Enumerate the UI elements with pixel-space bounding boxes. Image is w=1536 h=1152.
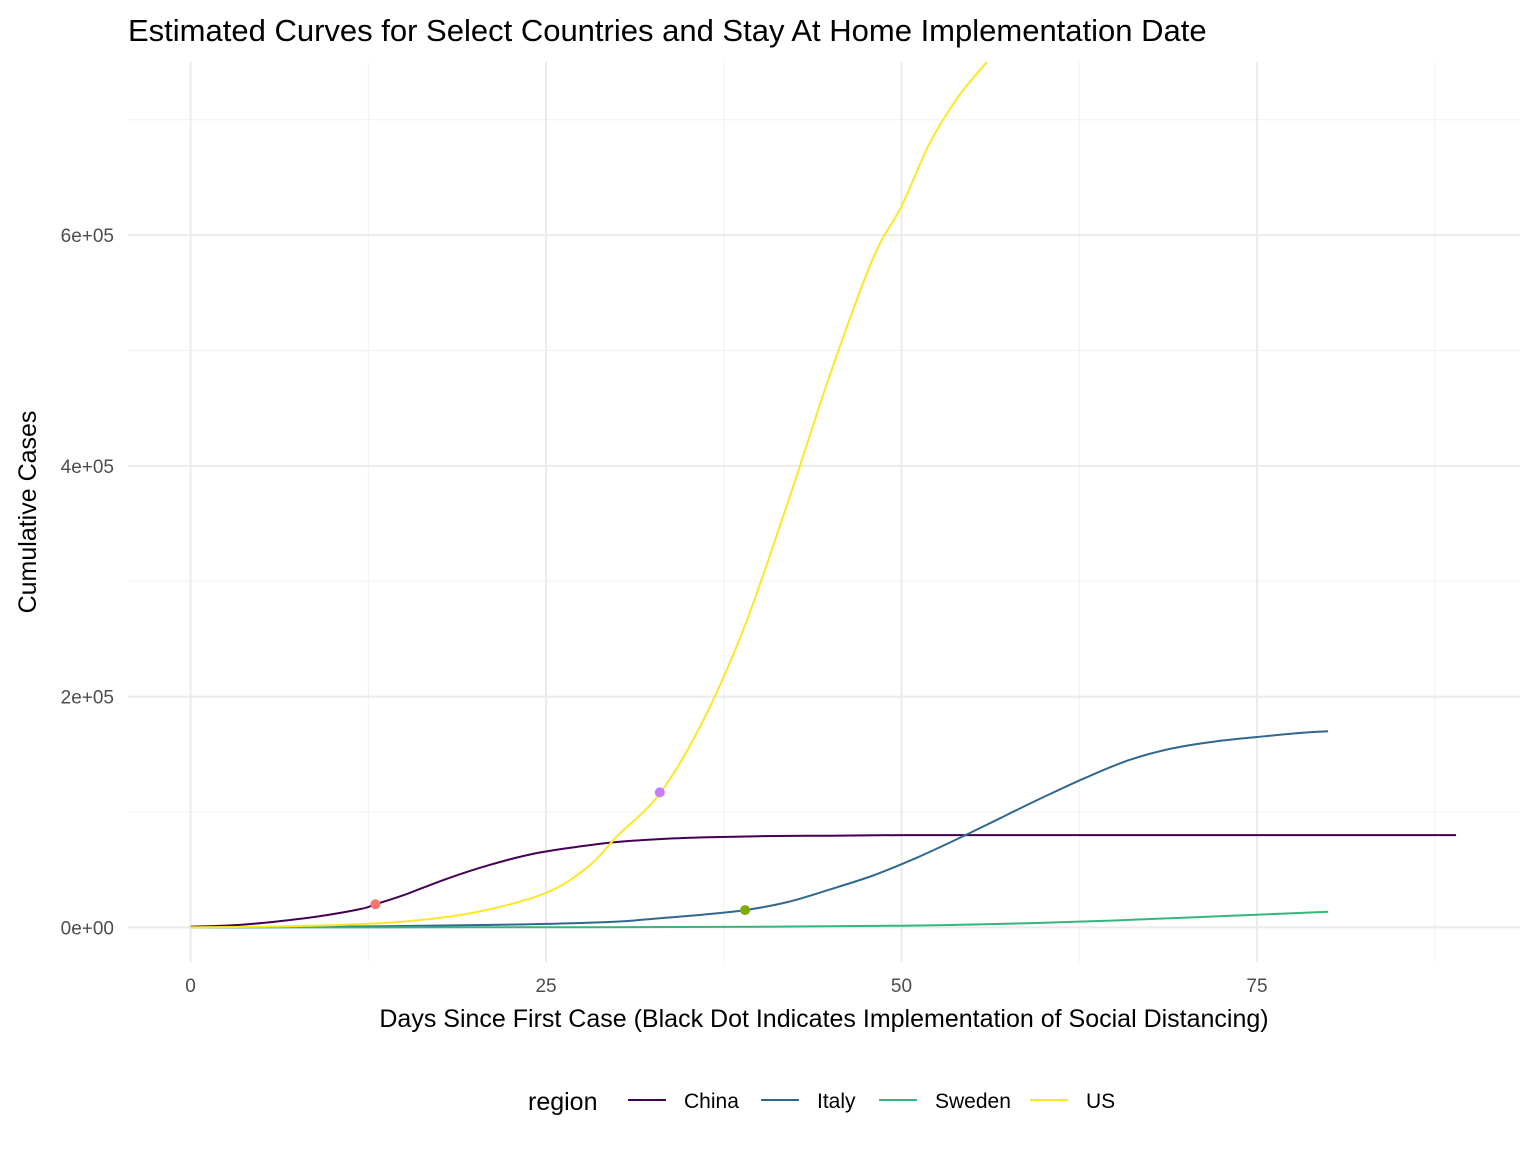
legend-items: China Italy Sweden US [628,1090,1115,1113]
legend-label-china: China [684,1090,739,1113]
y-tick-label: 6e+05 [61,226,114,247]
x-tick-labels: 0 25 50 75 [185,976,1267,997]
grid-major [128,62,1520,962]
legend: region China Italy Sweden US [528,1088,1115,1116]
legend-label-italy: Italy [817,1090,856,1113]
legend-item-china: China [628,1090,739,1113]
series-line-china [190,834,1456,928]
y-tick-label: 0e+00 [61,918,114,939]
legend-item-us: US [1030,1090,1115,1113]
x-axis-title: Days Since First Case (Black Dot Indicat… [379,1005,1268,1033]
points-layer [370,787,751,916]
x-tick-label: 50 [891,976,912,997]
x-tick-label: 0 [185,976,196,997]
legend-label-us: US [1086,1090,1115,1113]
y-tick-labels: 0e+00 2e+05 4e+05 6e+05 [61,226,114,939]
implementation-point [654,787,665,798]
implementation-point [740,905,751,916]
x-tick-label: 75 [1246,976,1267,997]
series-line-sweden [190,910,1329,929]
chart-title: Estimated Curves for Select Countries an… [128,13,1207,48]
implementation-point [370,899,381,910]
y-tick-label: 2e+05 [61,688,114,709]
legend-item-italy: Italy [761,1090,856,1113]
series-line-us [190,61,988,929]
legend-item-sweden: Sweden [879,1090,1011,1113]
legend-title: region [528,1088,598,1116]
y-axis-title: Cumulative Cases [14,411,42,614]
legend-label-sweden: Sweden [935,1090,1011,1113]
series-line-italy [190,730,1329,929]
y-tick-label: 4e+05 [61,457,114,478]
series-layer [190,61,1456,929]
x-tick-label: 25 [535,976,556,997]
grid-minor [128,62,1520,962]
